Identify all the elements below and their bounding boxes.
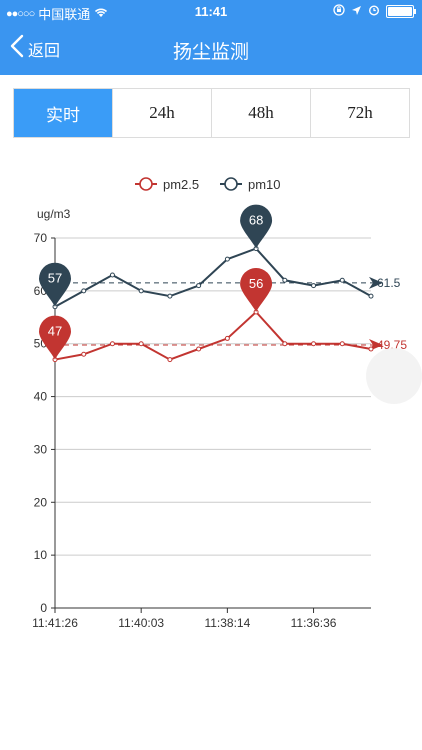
series-line-1 [54, 247, 372, 308]
dust-line-chart: 0 10 20 30 40 50 60 70 ug/m3 11:41:26 11:40:03 11:3… [0, 160, 422, 640]
page-title: 扬尘监测 [172, 42, 249, 63]
data-point [167, 293, 173, 299]
legend-marker-0 [139, 177, 153, 191]
data-point [224, 256, 230, 262]
wifi-icon [94, 6, 108, 21]
min-marker-0-label: 47 [48, 324, 62, 339]
max-marker-0-pin [240, 268, 273, 312]
back-label: 返回 [28, 42, 61, 60]
average-arrow-1 [369, 276, 383, 289]
max-marker-1-pin [240, 204, 273, 249]
data-point [368, 293, 374, 299]
data-point [138, 341, 144, 347]
signal-strength-icon: ●●○○○ [6, 7, 35, 20]
min-marker-1-pin [39, 262, 71, 307]
tab-48h[interactable]: 48h [211, 89, 310, 137]
rotation-lock-icon [333, 4, 345, 19]
series-line-0 [54, 310, 372, 361]
alarm-icon [368, 4, 380, 19]
min-marker-1-label: 57 [48, 271, 62, 286]
data-point [109, 341, 115, 347]
data-point [339, 341, 345, 347]
y-tick-label: 10 [34, 548, 48, 562]
average-value-label-1: 61.5 [377, 276, 401, 290]
legend-label-0: pm2.5 [163, 177, 199, 192]
data-point [311, 341, 317, 347]
battery-icon [386, 5, 416, 18]
x-tick-label: 11:41:26 [32, 616, 78, 630]
status-bar: ●●○○○ 中国联通 11:41 [0, 0, 422, 24]
y-tick-label: 30 [34, 442, 48, 456]
data-point [368, 346, 374, 352]
max-marker-1-label: 68 [249, 213, 263, 228]
data-point [109, 272, 115, 278]
tab-72h[interactable]: 72h [310, 89, 409, 137]
floating-assistive-button[interactable] [366, 348, 422, 404]
data-point [282, 341, 288, 347]
location-icon [351, 4, 362, 19]
data-point [138, 288, 144, 294]
status-time: 11:41 [194, 4, 228, 19]
x-tick-label: 11:38:14 [204, 616, 250, 630]
data-point [167, 357, 173, 363]
x-tick-label: 11:36:36 [291, 616, 337, 630]
data-point [224, 335, 230, 341]
data-point [311, 283, 317, 289]
back-button[interactable]: 返回 [10, 34, 60, 63]
data-point [81, 351, 87, 357]
data-point [196, 346, 202, 352]
carrier-name: 中国联通 [38, 7, 91, 22]
tab-realtime[interactable]: 实时 [14, 89, 112, 137]
chevron-left-icon [10, 34, 24, 63]
y-tick-label: 70 [34, 231, 48, 245]
navigation-bar: 返回 扬尘监测 [0, 24, 422, 75]
data-point [339, 277, 345, 283]
data-point [282, 277, 288, 283]
max-marker-0-label: 56 [249, 276, 263, 291]
y-tick-label: 0 [40, 601, 47, 615]
y-tick-label: 20 [34, 495, 48, 509]
data-point [81, 288, 87, 294]
data-point [196, 283, 202, 289]
legend-marker-1 [224, 177, 238, 191]
time-range-tabs: 实时 24h 48h 72h [13, 88, 410, 138]
y-axis-label: ug/m3 [37, 207, 71, 221]
min-marker-0-pin [39, 315, 71, 360]
y-tick-label: 40 [34, 390, 48, 404]
legend-label-1: pm10 [248, 177, 281, 192]
app-header: ●●○○○ 中国联通 11:41 返回 扬尘监测 [0, 0, 422, 75]
x-tick-label: 11:40:03 [118, 616, 164, 630]
tab-24h[interactable]: 24h [112, 89, 211, 137]
